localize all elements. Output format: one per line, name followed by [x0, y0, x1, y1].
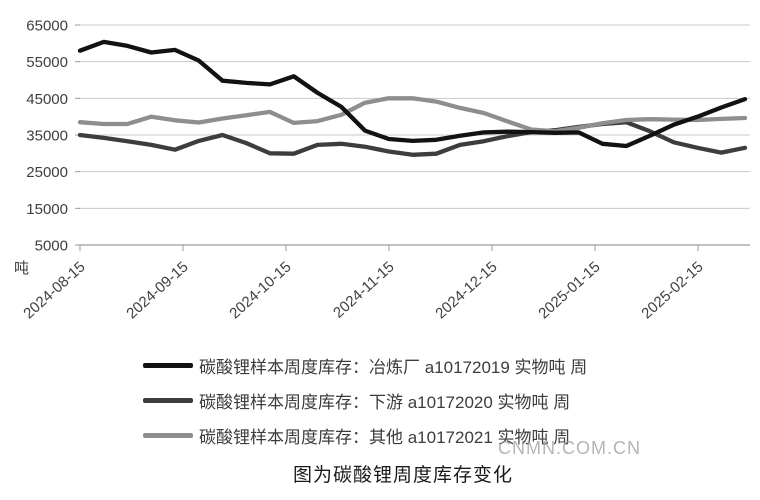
legend-line-swatch-others	[143, 433, 193, 438]
x-axis-label: 2025-01-15	[535, 258, 603, 322]
series-line-smelter	[77, 39, 748, 149]
legend-item-smelter: 碳酸锂样本周度库存：冶炼厂 a10172019 实物吨 周	[143, 354, 760, 377]
watermark: CNMN.COM.CN	[498, 438, 641, 458]
x-axis-label: 2024-11-15	[330, 258, 398, 321]
series-line-downstream	[77, 120, 748, 157]
legend-label-smelter: 碳酸锂样本周度库存：冶炼厂 a10172019 实物吨 周	[199, 358, 588, 377]
legend-item-others: 碳酸锂样本周度库存：其他 a10172021 实物吨 周	[143, 424, 760, 447]
legend-label-downstream: 碳酸锂样本周度库存：下游 a10172020 实物吨 周	[199, 393, 571, 412]
x-axis-label: 2025-02-15	[638, 258, 706, 322]
y-axis-label: 5000	[35, 238, 68, 255]
legend-line-swatch-smelter	[143, 363, 193, 368]
y-axis-label: 65000	[26, 18, 68, 35]
legend-label-others: 碳酸锂样本周度库存：其他 a10172021 实物吨 周	[199, 428, 571, 447]
x-axis-label: 2024-12-15	[432, 258, 500, 322]
x-axis-label: 2024-10-15	[226, 258, 294, 322]
series-line-others	[77, 96, 748, 134]
y-axis-label: 35000	[26, 128, 68, 145]
legend-item-downstream: 碳酸锂样本周度库存：下游 a10172020 实物吨 周	[143, 389, 760, 412]
x-axis-label: 2024-09-15	[123, 258, 191, 322]
legend-line-swatch-downstream	[143, 398, 193, 403]
y-axis-unit-label: 吨	[14, 260, 29, 277]
inventory-line-chart: 65000 55000 45000 35000 25000 15000 5000 2024-0…	[14, 18, 750, 322]
chart-legend: 碳酸锂样本周度库存：冶炼厂 a10172019 实物吨 周 碳酸锂样本周度库存：…	[143, 354, 760, 447]
x-axis-label: 2024-08-15	[20, 258, 88, 322]
y-axis-label: 15000	[26, 201, 68, 218]
chart-plot-area: 65000 55000 45000 35000 25000 15000 5000 2024-0…	[14, 18, 750, 322]
y-axis-label: 45000	[26, 91, 68, 108]
y-axis-label: 55000	[26, 54, 68, 71]
y-axis-label: 25000	[26, 164, 68, 181]
chart-caption: 图为碳酸锂周度库存变化	[292, 465, 513, 486]
